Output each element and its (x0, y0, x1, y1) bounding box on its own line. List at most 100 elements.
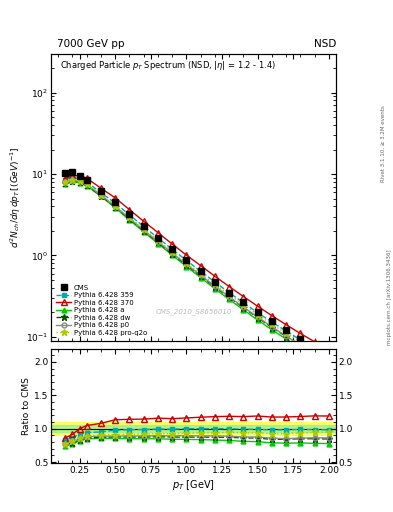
Pythia 6.428 dw (241, 305, 246, 311)
Text: Charged Particle $p_T$ Spectrum (NSD, $|\eta|$ = 1.2 - 1.4): Charged Particle $p_T$ Spectrum (NSD, $|… (60, 59, 276, 73)
Pythia 6.428 359 (141, 223, 146, 229)
CMS (255, 309, 260, 315)
Pythia 6.428 370 (284, 322, 288, 328)
Pythia 6.428 a (198, 274, 203, 281)
Pythia 6.428 dw (213, 284, 217, 290)
Pythia 6.428 370 (184, 252, 189, 258)
Pythia 6.428 pro-q2o (298, 339, 303, 345)
Pythia 6.428 a (77, 180, 82, 186)
Pythia 6.428 370 (270, 313, 274, 319)
Pythia 6.428 p0 (84, 181, 89, 187)
CMS (327, 353, 331, 359)
Pythia 6.428 p0 (170, 250, 174, 256)
Pythia 6.428 359 (127, 212, 132, 218)
Pythia 6.428 359 (77, 176, 82, 182)
Pythia 6.428 370 (77, 173, 82, 179)
Pythia 6.428 p0 (255, 314, 260, 320)
Pythia 6.428 p0 (99, 192, 103, 198)
Pythia 6.428 pro-q2o (184, 260, 189, 266)
Legend: CMS, Pythia 6.428 359, Pythia 6.428 370, Pythia 6.428 a, Pythia 6.428 dw, Pythia: CMS, Pythia 6.428 359, Pythia 6.428 370,… (55, 283, 149, 337)
Pythia 6.428 a (213, 286, 217, 292)
Pythia 6.428 dw (298, 342, 303, 348)
Pythia 6.428 359 (327, 354, 331, 360)
Pythia 6.428 pro-q2o (284, 330, 288, 336)
Pythia 6.428 pro-q2o (241, 302, 246, 308)
Pythia 6.428 370 (312, 339, 317, 345)
Pythia 6.428 359 (241, 300, 246, 306)
Pythia 6.428 pro-q2o (77, 178, 82, 184)
Pythia 6.428 a (227, 296, 231, 303)
Pythia 6.428 359 (184, 258, 189, 264)
Line: CMS: CMS (62, 169, 332, 359)
Text: 7000 GeV pp: 7000 GeV pp (57, 38, 125, 49)
Pythia 6.428 a (156, 241, 160, 247)
Pythia 6.428 p0 (184, 261, 189, 267)
CMS (241, 300, 246, 306)
Pythia 6.428 359 (312, 346, 317, 352)
Pythia 6.428 370 (84, 175, 89, 181)
Pythia 6.428 dw (198, 273, 203, 279)
Pythia 6.428 pro-q2o (156, 238, 160, 244)
CMS (227, 289, 231, 295)
Pythia 6.428 370 (141, 218, 146, 224)
Pythia 6.428 p0 (241, 304, 246, 310)
Pythia 6.428 pro-q2o (127, 215, 132, 221)
Pythia 6.428 359 (213, 279, 217, 285)
Pythia 6.428 pro-q2o (327, 355, 331, 361)
Pythia 6.428 370 (198, 263, 203, 269)
Pythia 6.428 370 (156, 229, 160, 236)
Pythia 6.428 370 (63, 176, 68, 182)
CMS (77, 173, 82, 179)
Pythia 6.428 359 (298, 337, 303, 343)
Pythia 6.428 p0 (113, 203, 118, 209)
Pythia 6.428 359 (84, 179, 89, 185)
Pythia 6.428 370 (70, 173, 75, 179)
Pythia 6.428 359 (113, 200, 118, 206)
Pythia 6.428 dw (141, 228, 146, 234)
CMS (270, 318, 274, 325)
Pythia 6.428 a (141, 229, 146, 235)
Pythia 6.428 dw (170, 251, 174, 257)
Pythia 6.428 dw (255, 314, 260, 321)
Bar (51, 425, 336, 432)
Pythia 6.428 a (327, 362, 331, 368)
Pythia 6.428 370 (127, 207, 132, 213)
CMS (298, 336, 303, 343)
Pythia 6.428 370 (255, 303, 260, 309)
Pythia 6.428 dw (270, 325, 274, 331)
Pythia 6.428 dw (113, 204, 118, 210)
Pythia 6.428 a (170, 252, 174, 258)
CMS (170, 246, 174, 252)
Pythia 6.428 359 (99, 189, 103, 196)
Pythia 6.428 a (99, 194, 103, 200)
Pythia 6.428 a (84, 183, 89, 189)
CMS (84, 177, 89, 183)
Pythia 6.428 359 (284, 328, 288, 334)
Pythia 6.428 pro-q2o (227, 291, 231, 297)
Pythia 6.428 a (255, 317, 260, 323)
Pythia 6.428 p0 (70, 177, 75, 183)
Pythia 6.428 359 (170, 246, 174, 252)
Pythia 6.428 370 (113, 195, 118, 201)
Pythia 6.428 dw (227, 294, 231, 301)
Line: Pythia 6.428 p0: Pythia 6.428 p0 (63, 177, 331, 364)
Pythia 6.428 370 (170, 241, 174, 247)
Pythia 6.428 p0 (327, 358, 331, 365)
Pythia 6.428 a (241, 307, 246, 313)
Pythia 6.428 a (113, 205, 118, 211)
Pythia 6.428 p0 (312, 350, 317, 356)
CMS (156, 234, 160, 241)
Text: Rivet 3.1.10, ≥ 3.2M events: Rivet 3.1.10, ≥ 3.2M events (381, 105, 386, 182)
Pythia 6.428 370 (241, 293, 246, 300)
Pythia 6.428 dw (63, 180, 68, 186)
Pythia 6.428 pro-q2o (198, 270, 203, 276)
Line: Pythia 6.428 dw: Pythia 6.428 dw (62, 178, 332, 365)
X-axis label: $p_T$ [GeV]: $p_T$ [GeV] (172, 478, 215, 492)
Pythia 6.428 p0 (141, 227, 146, 233)
Pythia 6.428 370 (99, 185, 103, 191)
Pythia 6.428 370 (327, 347, 331, 353)
Text: NSD: NSD (314, 38, 336, 49)
Pythia 6.428 pro-q2o (84, 181, 89, 187)
Line: Pythia 6.428 a: Pythia 6.428 a (63, 179, 331, 368)
CMS (213, 279, 217, 285)
